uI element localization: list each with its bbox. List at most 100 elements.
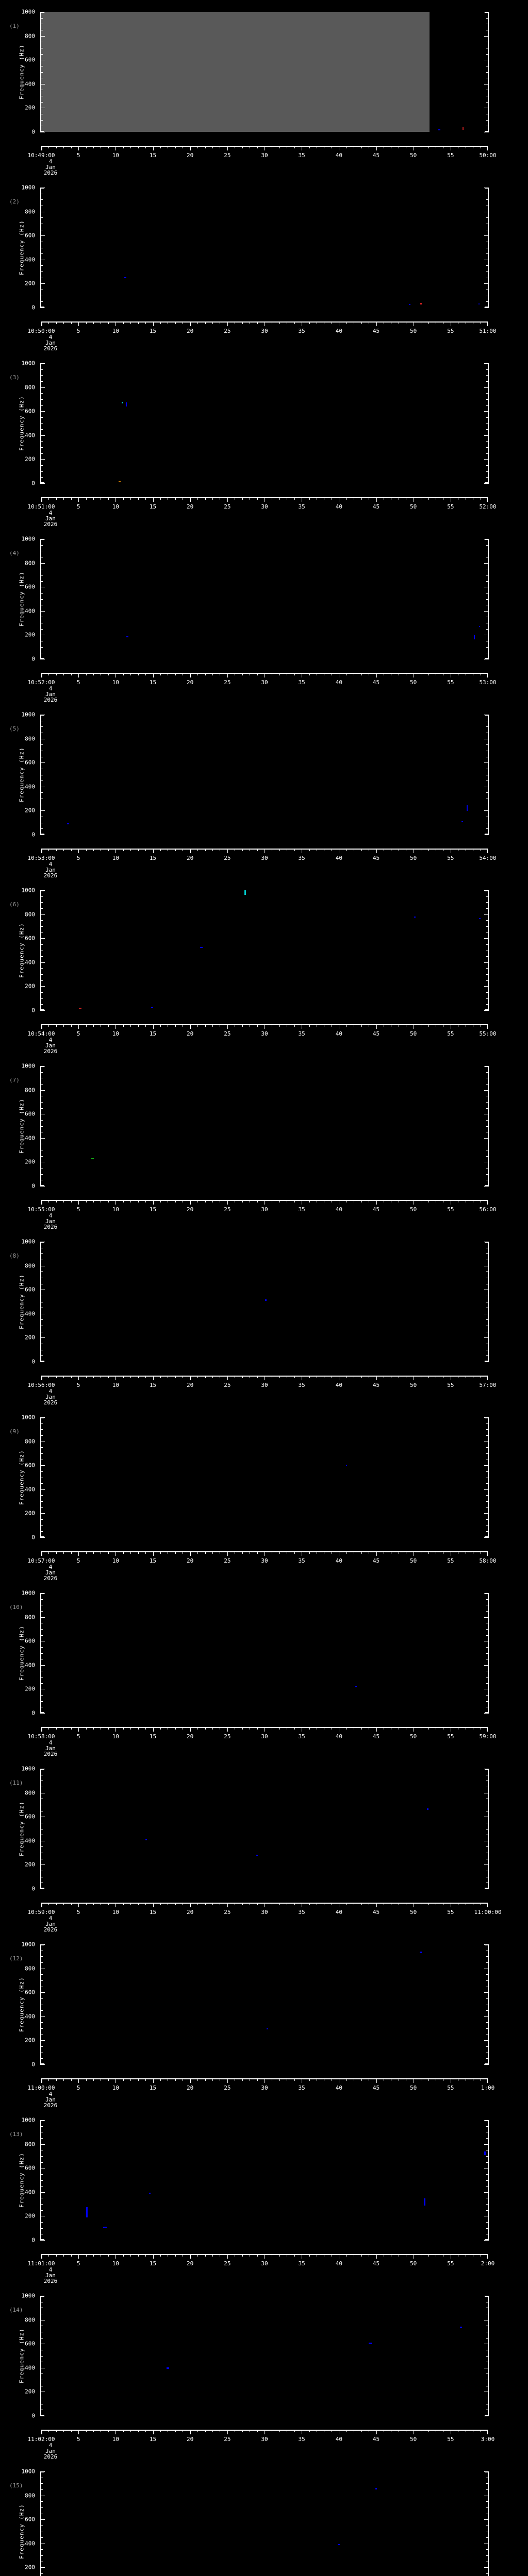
x-axis-tick [71, 1551, 72, 1554]
x-tick-label: 25 [224, 2436, 231, 2443]
x-axis-tick [257, 1551, 258, 1554]
x-tick-label: 20 [187, 679, 194, 686]
y-tick-label: 600 [25, 1110, 35, 1117]
x-axis-tick [48, 321, 50, 324]
x-axis-tick [279, 2078, 280, 2081]
date-day: 4 [48, 2442, 53, 2449]
x-axis-tick [428, 497, 429, 500]
y-tick-labels: 0 200 400 600 800 1000 [0, 711, 39, 838]
y-tick-labels: 0 200 400 600 800 1000 [0, 1766, 39, 1892]
y-axis-tick-right [486, 1501, 489, 1502]
x-axis-tick [63, 2078, 64, 2081]
x-axis-tick [212, 2430, 213, 2432]
axis-end-cap [485, 307, 489, 308]
axis-end-cap [40, 1361, 44, 1362]
x-tick-labels: 10:59:00 5 10 15 20 25 30 35 40 45 50 55 11:00:00 [28, 1909, 502, 1916]
x-tick-label: 45 [372, 855, 380, 861]
x-tick-label: 30 [261, 855, 268, 861]
y-axis-tick-right [486, 477, 489, 478]
y-axis-tick [40, 101, 43, 103]
x-axis-tick [153, 849, 154, 853]
x-tick-label: 40 [335, 855, 342, 861]
x-axis-tick [227, 1727, 228, 1732]
x-tick-label: 10 [112, 679, 119, 686]
x-tick-label: 55 [447, 2260, 454, 2267]
y-tick-label: 600 [25, 759, 35, 766]
y-axis-tick-right [484, 36, 489, 37]
plot-canvas [41, 2471, 488, 2576]
x-axis-tick [227, 2430, 228, 2434]
x-axis-tick [145, 1200, 146, 1202]
y-axis-tick-right [486, 1695, 489, 1696]
x-axis-tick [346, 849, 347, 851]
x-axis-tick [346, 497, 347, 500]
y-axis-tick [40, 301, 43, 302]
y-tick-label: 1000 [21, 2468, 36, 2475]
y-axis-tick-right [486, 1471, 489, 1472]
x-axis-tick [93, 1903, 94, 1905]
y-axis-tick [40, 581, 43, 582]
x-tick-label: 50 [410, 1382, 417, 1388]
detection-mark [256, 1854, 258, 1856]
date-day: 4 [48, 1388, 53, 1395]
y-tick-label: 0 [31, 1182, 35, 1190]
y-axis-tick [40, 599, 43, 600]
x-axis-start-label: 10:49:00 [27, 152, 55, 159]
y-tick-labels: 0 200 400 600 800 1000 [0, 887, 39, 1014]
y-axis-tick [40, 1319, 43, 1320]
y-tick-label: 600 [25, 408, 35, 415]
x-axis-tick [197, 1551, 199, 1554]
x-axis-start-label: 10:57:00 [27, 1557, 55, 1564]
y-tick-label: 400 [25, 256, 35, 263]
x-axis-tick [376, 849, 377, 853]
y-tick-label: 400 [25, 1662, 35, 1669]
x-tick-label: 40 [335, 503, 342, 510]
x-axis-end-cap-left [41, 1200, 42, 1205]
x-axis-tick [376, 146, 377, 150]
detection-mark [78, 1008, 81, 1009]
x-axis-tick [130, 1024, 131, 1027]
y-axis-tick-right [486, 2162, 489, 2163]
y-tick-label: 600 [25, 1462, 35, 1469]
x-axis-tick [138, 1727, 139, 1730]
x-axis-tick [190, 1024, 191, 1029]
date-month: Jan [45, 515, 56, 522]
x-tick-label: 55 [447, 1909, 454, 1916]
detection-mark [375, 2488, 377, 2490]
y-axis-tick [40, 914, 45, 915]
detection-mark [149, 2193, 151, 2194]
x-axis-tick [242, 1727, 243, 1730]
x-axis-tick [145, 1376, 146, 1378]
x-axis-tick [309, 1551, 310, 1554]
axis-end-cap [485, 1888, 489, 1889]
x-axis-tick [428, 1200, 429, 1202]
x-axis-tick [108, 1727, 109, 1730]
x-axis-tick [86, 1727, 87, 1730]
detection-mark [151, 1007, 154, 1009]
axis-end-cap [40, 1417, 44, 1418]
x-axis-tick [108, 2430, 109, 2432]
x-axis-tick [130, 2430, 131, 2432]
y-axis-tick [40, 465, 43, 466]
x-tick-label: 35 [298, 1909, 305, 1916]
x-axis-tick [138, 1551, 139, 1554]
x-axis-tick [279, 2254, 280, 2257]
x-axis-tick [153, 1551, 154, 1556]
x-axis-tick [78, 1376, 79, 1380]
x-axis-tick [108, 321, 109, 324]
date-day: 4 [48, 2091, 53, 2097]
y-axis-tick [40, 399, 43, 400]
y-axis-tick [40, 2549, 43, 2550]
date-stamp: 4 Jan 2026 [20, 334, 81, 351]
x-axis-start-label: 10:59:00 [27, 1909, 55, 1916]
axis-end-cap [40, 1066, 44, 1067]
date-month: Jan [45, 2272, 56, 2279]
x-axis-tick [175, 1376, 176, 1378]
x-axis-tick [86, 497, 87, 500]
y-axis-tick-right [486, 545, 489, 546]
plot-area [40, 539, 489, 659]
x-tick-label: 20 [187, 503, 194, 510]
x-axis-tick [294, 1551, 295, 1554]
x-tick-label: 35 [298, 855, 305, 861]
x-axis-tick [145, 2254, 146, 2257]
